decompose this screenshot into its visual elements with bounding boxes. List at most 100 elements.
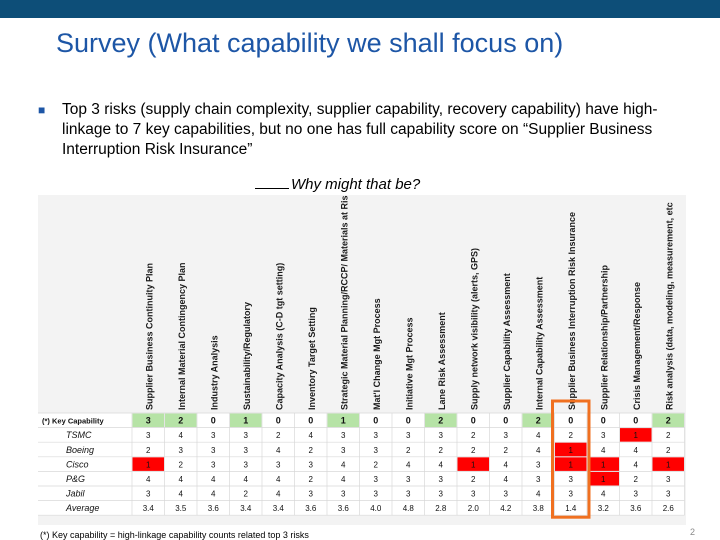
column-header: Supplier Capability Assessment: [502, 273, 512, 410]
score-cell: 3: [634, 490, 639, 499]
highlight-column-border: [551, 399, 591, 519]
score-cell: 3: [536, 460, 541, 469]
key-cell: 1: [243, 416, 248, 426]
score-cell: 1: [569, 446, 574, 455]
score-cell: 3: [211, 460, 216, 469]
column-header: Inventory Target Setting: [307, 307, 317, 410]
key-cell: 0: [503, 416, 508, 426]
company-label: Jabil: [65, 489, 86, 499]
score-cell: 3: [244, 431, 249, 440]
low-score-fill: [620, 428, 652, 442]
score-cell: 2: [471, 446, 476, 455]
score-cell: 4: [634, 446, 639, 455]
column-header: Initiative Mgt Process: [404, 317, 414, 410]
average-cell: 3.6: [305, 504, 317, 513]
column-header: Internal Material Contingency Plan: [177, 262, 187, 410]
score-cell: 1: [146, 460, 151, 469]
column-header: Strategic Material Planning/RCCP/ Materi…: [339, 195, 349, 410]
score-cell: 2: [471, 431, 476, 440]
average-cell: 3.4: [273, 504, 285, 513]
low-score-fill: [555, 457, 587, 471]
key-cell: 0: [211, 416, 216, 426]
score-cell: 2: [309, 446, 314, 455]
score-cell: 3: [504, 490, 509, 499]
capability-table: Supplier Business Continuity Plan Interna…: [38, 189, 686, 525]
key-row-label: (*) Key Capability: [42, 417, 105, 426]
score-cell: 4: [179, 431, 184, 440]
score-cell: 4: [536, 446, 541, 455]
score-cell: 3: [341, 490, 346, 499]
score-cell: 4: [179, 475, 184, 484]
average-cell: 3.5: [175, 504, 187, 513]
bullet-point: ■ Top 3 risks (supply chain complexity, …: [38, 100, 698, 160]
score-cell: 2: [666, 446, 671, 455]
key-cell: 0: [308, 416, 313, 426]
score-cell: 3: [601, 431, 606, 440]
score-cell: 2: [374, 460, 379, 469]
score-cell: 4: [634, 460, 639, 469]
key-cell: 0: [406, 416, 411, 426]
average-cell: 3.6: [208, 504, 220, 513]
column-header: Supplier Business Interruption Risk Insu…: [567, 212, 577, 410]
score-cell: 3: [276, 460, 281, 469]
column-header: Supplier Business Continuity Plan: [144, 263, 154, 410]
column-header: Sustainability/Regulatory: [242, 302, 252, 410]
score-cell: 2: [146, 446, 151, 455]
score-cell: 4: [536, 431, 541, 440]
score-cell: 3: [569, 475, 574, 484]
score-cell: 4: [179, 490, 184, 499]
key-cell-fill: [652, 413, 684, 428]
score-cell: 3: [569, 490, 574, 499]
capability-table-svg: Supplier Business Continuity Plan Interna…: [38, 189, 685, 519]
low-score-fill: [457, 457, 489, 471]
average-cell: 4.0: [370, 504, 382, 513]
score-cell: 4: [601, 446, 606, 455]
average-cell: 3.4: [240, 504, 252, 513]
score-cell: 4: [244, 475, 249, 484]
score-cell: 2: [276, 431, 281, 440]
score-cell: 3: [471, 490, 476, 499]
score-cell: 3: [439, 490, 444, 499]
score-cell: 3: [666, 490, 671, 499]
score-cell: 3: [244, 460, 249, 469]
score-cell: 3: [504, 431, 509, 440]
score-cell: 3: [309, 490, 314, 499]
average-cell: 4.8: [403, 504, 415, 513]
score-cell: 1: [666, 460, 671, 469]
key-cell: 0: [276, 416, 281, 426]
average-cell: 4.2: [500, 504, 512, 513]
key-cell: 2: [178, 416, 183, 426]
score-cell: 2: [406, 446, 411, 455]
column-header: Supply network visibility (alerts, GPS): [469, 248, 479, 410]
score-cell: 2: [666, 431, 671, 440]
company-label: Boeing: [66, 445, 94, 455]
column-header: Internal Capability Assessment: [534, 277, 544, 410]
score-cell: 4: [211, 475, 216, 484]
score-cell: 3: [406, 490, 411, 499]
low-score-fill: [132, 457, 164, 471]
average-cell: 3.8: [533, 504, 545, 513]
key-cell-fill: [230, 413, 262, 428]
score-cell: 3: [374, 475, 379, 484]
score-cell: 3: [374, 431, 379, 440]
column-header: Industry Analysis: [209, 335, 219, 410]
key-cell: 3: [146, 416, 151, 426]
square-bullet-icon: ■: [38, 103, 46, 117]
company-label: TSMC: [66, 430, 92, 440]
low-score-fill: [555, 442, 587, 457]
average-cell: 1.4: [565, 504, 577, 513]
top-banner: [0, 0, 720, 18]
column-header: Supplier Relationship/Partnership: [599, 264, 609, 410]
score-cell: 3: [374, 490, 379, 499]
score-cell: 4: [406, 460, 411, 469]
score-cell: 4: [276, 490, 281, 499]
footnote: (*) Key capability = high-linkage capabi…: [40, 530, 309, 540]
low-score-fill: [587, 457, 619, 471]
slide-title: Survey (What capability we shall focus o…: [56, 28, 564, 58]
column-header: Capacity Analysis (C-D tgt setting): [274, 263, 284, 410]
score-cell: 4: [504, 460, 509, 469]
score-cell: 3: [341, 431, 346, 440]
score-cell: 4: [536, 490, 541, 499]
score-cell: 3: [211, 431, 216, 440]
key-cell: 0: [601, 416, 606, 426]
